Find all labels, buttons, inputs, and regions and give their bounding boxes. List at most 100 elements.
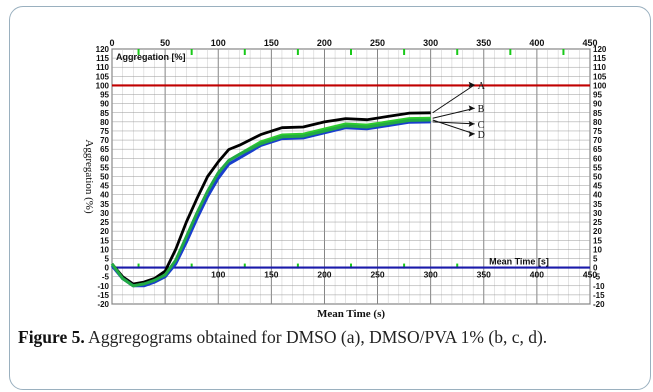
- y-tick-label-right: 115: [593, 54, 606, 63]
- x-tick-label-top: 150: [264, 38, 279, 48]
- x-tick-label-top: 400: [529, 38, 544, 48]
- x-tick-label-bottom: 450: [583, 270, 597, 280]
- y-tick-label-left: 40: [100, 191, 109, 200]
- y-tick-label-left: 5: [105, 254, 110, 263]
- leader-arrow-b: [468, 105, 475, 112]
- y-tick-label-left: 100: [96, 81, 110, 90]
- y-tick-label-right: 100: [593, 81, 607, 90]
- series-line-c: [110, 120, 431, 288]
- caption-label: Figure 5.: [18, 327, 85, 347]
- y-tick-label-right: 90: [593, 100, 602, 109]
- leader-arrow-d: [468, 131, 475, 138]
- x-tick-label-top: 0: [109, 38, 114, 48]
- y-tick-label-left: 105: [96, 72, 110, 81]
- x-tick-label-top: 350: [476, 38, 491, 48]
- y-tick-label-left: 95: [100, 91, 109, 100]
- y-tick-label-left: 65: [100, 145, 109, 154]
- y-tick-label-left: 70: [100, 136, 109, 145]
- y-tick-label-right: 105: [593, 72, 607, 81]
- y-tick-label-right: 5: [593, 254, 598, 263]
- x-tick-label-top: 250: [370, 38, 385, 48]
- y-tick-label-right: 55: [593, 163, 602, 172]
- y-tick-label-right: 80: [593, 118, 602, 127]
- series-line-d: [110, 118, 431, 288]
- y-tick-label-right: 0: [593, 264, 598, 273]
- x-axis-title: Mean Time (s): [317, 308, 385, 320]
- aggregogram-chart: 0 50 100 150 200 250 300 350 400 450 100 150 200 250 3…: [72, 17, 617, 320]
- y-tick-label-right: -10: [593, 282, 605, 291]
- y-tick-label-right: 110: [593, 63, 606, 72]
- y-tick-label-right: 10: [593, 245, 602, 254]
- inner-aggregation-label: Aggregation [%]: [116, 52, 186, 62]
- figure-caption: Figure 5. Aggregograms obtained for DMSO…: [18, 324, 650, 350]
- y-tick-label-left: 15: [100, 236, 109, 245]
- x-tick-label-bottom: 350: [477, 270, 491, 280]
- y-tick-label-right: 70: [593, 136, 602, 145]
- series-line-a: [110, 111, 431, 286]
- y-tick-label-right: 65: [593, 145, 602, 154]
- y-tick-label-right: -20: [593, 300, 605, 309]
- y-tick-label-right: 50: [593, 173, 602, 182]
- series-label-b: B: [478, 104, 485, 115]
- y-tick-label-right: 25: [593, 218, 602, 227]
- x-tick-label-top: 50: [160, 38, 170, 48]
- y-tick-label-right: 45: [593, 182, 602, 191]
- x-tick-label-top: 100: [211, 38, 226, 48]
- y-tick-label-right: 35: [593, 200, 602, 209]
- y-tick-label-right: 75: [593, 127, 602, 136]
- y-tick-label-left: 30: [100, 209, 109, 218]
- y-tick-label-right: 95: [593, 91, 602, 100]
- x-tick-label-bottom: 250: [370, 270, 384, 280]
- y-axis-title: Aggregation (%): [83, 139, 95, 214]
- y-tick-label-right: 20: [593, 227, 602, 236]
- y-tick-label-left: 115: [96, 54, 109, 63]
- y-tick-label-left: -15: [97, 291, 109, 300]
- y-tick-label-right: 60: [593, 154, 602, 163]
- leader-line-a: [432, 84, 475, 114]
- x-tick-label-bottom: 200: [317, 270, 331, 280]
- y-tick-label-right: 120: [593, 45, 607, 54]
- y-tick-label-right: 85: [593, 109, 602, 118]
- y-tick-label-left: 60: [100, 154, 109, 163]
- y-tick-label-left: 50: [100, 173, 109, 182]
- caption-text: Aggregograms obtained for DMSO (a), DMSO…: [84, 327, 548, 347]
- y-tick-label-left: 80: [100, 118, 109, 127]
- y-tick-label-left: 20: [100, 227, 109, 236]
- y-tick-label-left: 75: [100, 127, 109, 136]
- y-tick-label-left: 25: [100, 218, 109, 227]
- y-tick-label-right: -5: [593, 273, 601, 282]
- y-tick-label-right: 15: [593, 236, 602, 245]
- series-label-c: C: [478, 120, 485, 131]
- y-tick-label-left: 120: [96, 45, 110, 54]
- y-tick-label-left: 85: [100, 109, 109, 118]
- series-label-a: A: [478, 81, 486, 92]
- y-tick-label-left: 35: [100, 200, 109, 209]
- x-tick-label-top: 450: [582, 38, 597, 48]
- figure-frame: 0 50 100 150 200 250 300 350 400 450 100 150 200 250 3…: [9, 6, 651, 390]
- leader-line-b: [432, 107, 475, 119]
- y-tick-label-left: -5: [102, 273, 110, 282]
- y-tick-label-right: -15: [593, 291, 605, 300]
- y-tick-label-left: 45: [100, 182, 109, 191]
- x-tick-label-bottom: 400: [530, 270, 544, 280]
- y-tick-label-left: 0: [105, 264, 110, 273]
- y-tick-label-right: 30: [593, 209, 602, 218]
- y-tick-label-left: 10: [100, 245, 109, 254]
- x-tick-label-bottom: 300: [424, 270, 438, 280]
- y-tick-label-left: 90: [100, 100, 109, 109]
- inner-mean-time-label: Mean Time [s]: [489, 257, 549, 267]
- series-label-d: D: [478, 130, 485, 141]
- leader-arrow-a: [468, 81, 475, 88]
- y-tick-label-left: 55: [100, 163, 109, 172]
- x-tick-label-bottom: 100: [211, 270, 225, 280]
- leader-arrow-c: [468, 120, 475, 127]
- y-tick-label-right: 40: [593, 191, 602, 200]
- x-tick-label-top: 300: [423, 38, 438, 48]
- x-tick-label-top: 200: [317, 38, 332, 48]
- y-tick-label-left: 110: [96, 63, 109, 72]
- x-tick-label-bottom: 150: [264, 270, 278, 280]
- y-tick-label-left: -10: [97, 282, 109, 291]
- y-tick-label-left: -20: [97, 300, 109, 309]
- leader-line-d: [432, 119, 475, 135]
